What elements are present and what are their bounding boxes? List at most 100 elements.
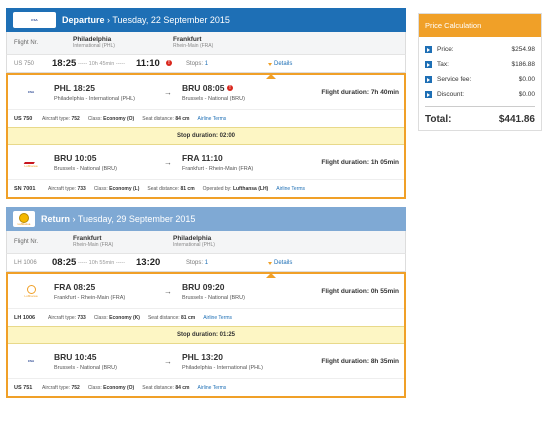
summary-flight-number: LH 1006 — [14, 259, 37, 266]
aircraft-type: Aircraft type: 752 — [42, 384, 80, 391]
airline-logo-csa: CSA — [13, 12, 56, 28]
arrow-right-icon: → — [164, 356, 172, 366]
return-city-row: Flight Nr. Frankfurt Rhein-Main (FRA) Phi… — [6, 231, 406, 253]
summary-departure-time: 18:25 — [52, 58, 77, 69]
segment-main: Lufthansa FRA 08:25 Frankfurt - Rhein-Ma… — [8, 274, 404, 308]
departure-title: Departure › Tuesday, 22 September 2015 — [62, 15, 230, 25]
stop-duration: Stop duration: 01:25 — [8, 326, 404, 344]
segment-arrival-city: Frankfurt - Rhein-Main (FRA) — [182, 165, 254, 172]
return-details-box: Lufthansa FRA 08:25 Frankfurt - Rhein-Ma… — [6, 272, 406, 398]
summary-flight-number: US 750 — [14, 60, 35, 67]
alert-icon: ! — [226, 85, 233, 92]
segment-flight-number: SN 7001 — [14, 185, 36, 192]
tax-row: Tax: $186.88 — [425, 57, 535, 72]
chevron-right-icon — [425, 91, 432, 98]
class: Class: Economy (L) — [93, 185, 140, 192]
airline-terms-link[interactable]: Airline Terms — [197, 384, 227, 391]
chevron-right-icon — [425, 76, 432, 83]
service-fee-value: $0.00 — [518, 76, 535, 83]
price-calculation-title: Price Calculation — [419, 14, 541, 37]
segment-info: US 750 Aircraft type: 752 Class: Economy… — [8, 109, 404, 127]
total-label: Total: — [425, 113, 452, 125]
class: Class: Economy (O) — [87, 384, 135, 391]
flight-details: CSA Departure › Tuesday, 22 September 20… — [6, 8, 406, 398]
segment-departure-city: Brussels - National (BRU) — [54, 364, 117, 371]
segment-departure-city: Philadelphia - International (PHL) — [54, 95, 136, 102]
total-value: $441.86 — [498, 113, 535, 125]
segment-flight-duration: Flight duration: 1h 05min — [321, 158, 399, 166]
seat-distance: Seat distance: 84 cm — [142, 115, 190, 122]
return-header: Lufthansa Return › Tuesday, 29 September… — [6, 207, 406, 231]
airline-terms-link[interactable]: Airline Terms — [197, 115, 227, 122]
segment-main: CSA BRU 10:45 Brussels - National (BRU) … — [8, 344, 404, 378]
segment-flight-duration: Flight duration: 7h 40min — [321, 88, 399, 96]
departure-summary[interactable]: US 750 18:25 ----- 10h 45min ----- 11:10… — [6, 54, 406, 79]
details-toggle[interactable]: Details — [265, 260, 292, 278]
segment-info: SN 7001 Aircraft type: 733 Class: Econom… — [8, 179, 404, 197]
segment-flight-number: LH 1006 — [14, 314, 36, 321]
service-fee-row: Service fee: $0.00 — [425, 72, 535, 87]
segment-flight-duration: Flight duration: 8h 35min — [321, 357, 399, 365]
airline-terms-link[interactable]: Airline Terms — [276, 185, 306, 192]
chevron-right-icon — [425, 46, 432, 53]
price-label: Price: — [437, 46, 454, 53]
segment-departure-city: Frankfurt - Rhein-Main (FRA) — [54, 294, 126, 301]
price-calculation-panel: Price Calculation Price: $254.98 Tax: $1… — [418, 13, 542, 131]
segment-arrival-time: BRU 09:20 — [182, 281, 225, 292]
segment-departure-time: BRU 10:45 — [54, 351, 97, 362]
origin-city: Frankfurt Rhein-Main (FRA) — [73, 235, 114, 248]
details-toggle[interactable]: Details — [265, 61, 292, 79]
departure-header: CSA Departure › Tuesday, 22 September 20… — [6, 8, 406, 32]
stop-duration: Stop duration: 02:00 — [8, 127, 404, 145]
return-summary[interactable]: LH 1006 08:25 ----- 10h 55min ----- 13:2… — [6, 253, 406, 278]
departure-details-box: CSA PHL 18:25 Philadelphia - Internation… — [6, 73, 406, 199]
segment-departure-time: BRU 10:05 — [54, 152, 97, 163]
airline-logo-lufthansa: Lufthansa — [12, 156, 50, 168]
arrow-right-icon: → — [164, 87, 172, 97]
segment-info: LH 1006 Aircraft type: 733 Class: Econom… — [8, 308, 404, 326]
summary-duration: ----- 10h 45min ----- — [78, 60, 126, 67]
airline-terms-link[interactable]: Airline Terms — [203, 314, 233, 321]
seat-distance: Seat distance: 81 cm — [147, 314, 196, 321]
airline-logo-csa: CSA — [27, 359, 35, 363]
flight-nr-label: Flight Nr. — [14, 239, 39, 245]
segment-flight-number: US 750 — [14, 115, 33, 122]
aircraft-type: Aircraft type: 733 — [48, 185, 86, 192]
summary-stops: Stops: 1 — [186, 259, 209, 266]
airline-logo-lufthansa: Lufthansa — [12, 284, 50, 298]
segment-departure-city: Brussels - National (BRU) — [54, 165, 117, 172]
alert-icon: ! — [166, 60, 172, 67]
seat-distance: Seat distance: 81 cm — [147, 185, 195, 192]
lufthansa-crane-icon — [19, 212, 29, 223]
class: Class: Economy (O) — [87, 115, 135, 122]
arrow-right-icon: → — [164, 157, 172, 167]
aircraft-type: Aircraft type: 733 — [48, 314, 86, 321]
operated-by: Operated by: Lufthansa (LH) — [202, 185, 269, 192]
summary-departure-time: 08:25 — [52, 257, 77, 268]
origin-city: Philadelphia International (PHL) — [73, 36, 115, 49]
segment-main: CSA PHL 18:25 Philadelphia - Internation… — [8, 75, 404, 109]
segment-flight-number: US 751 — [14, 384, 33, 391]
aircraft-type: Aircraft type: 752 — [42, 115, 80, 122]
price-row: Price: $254.98 — [425, 42, 535, 57]
summary-arrival-time: 13:20 — [136, 257, 161, 268]
destination-city: Frankfurt Rhein-Main (FRA) — [173, 36, 214, 49]
segment-flight-duration: Flight duration: 0h 55min — [321, 287, 399, 295]
segment-departure-time: FRA 08:25 — [54, 281, 96, 292]
summary-duration: ----- 10h 55min ----- — [78, 259, 126, 266]
service-fee-label: Service fee: — [437, 76, 472, 83]
segment-arrival-city: Brussels - National (BRU) — [182, 294, 245, 301]
flight-nr-label: Flight Nr. — [14, 40, 39, 46]
segment-arrival-time: PHL 13:20 — [182, 351, 223, 362]
discount-value: $0.00 — [518, 91, 535, 98]
segment-departure-time: PHL 18:25 — [54, 82, 95, 93]
discount-row: Discount: $0.00 — [425, 87, 535, 102]
segment-arrival-time: BRU 08:05 ! — [182, 83, 300, 93]
airline-logo-lufthansa: Lufthansa — [13, 211, 35, 227]
tax-value: $186.88 — [511, 61, 536, 68]
total-row: Total: $441.86 — [425, 106, 535, 126]
chevron-right-icon — [425, 61, 432, 68]
price-value: $254.98 — [511, 46, 536, 53]
class: Class: Economy (K) — [93, 314, 140, 321]
segment-arrival-time: FRA 11:10 — [182, 152, 223, 163]
